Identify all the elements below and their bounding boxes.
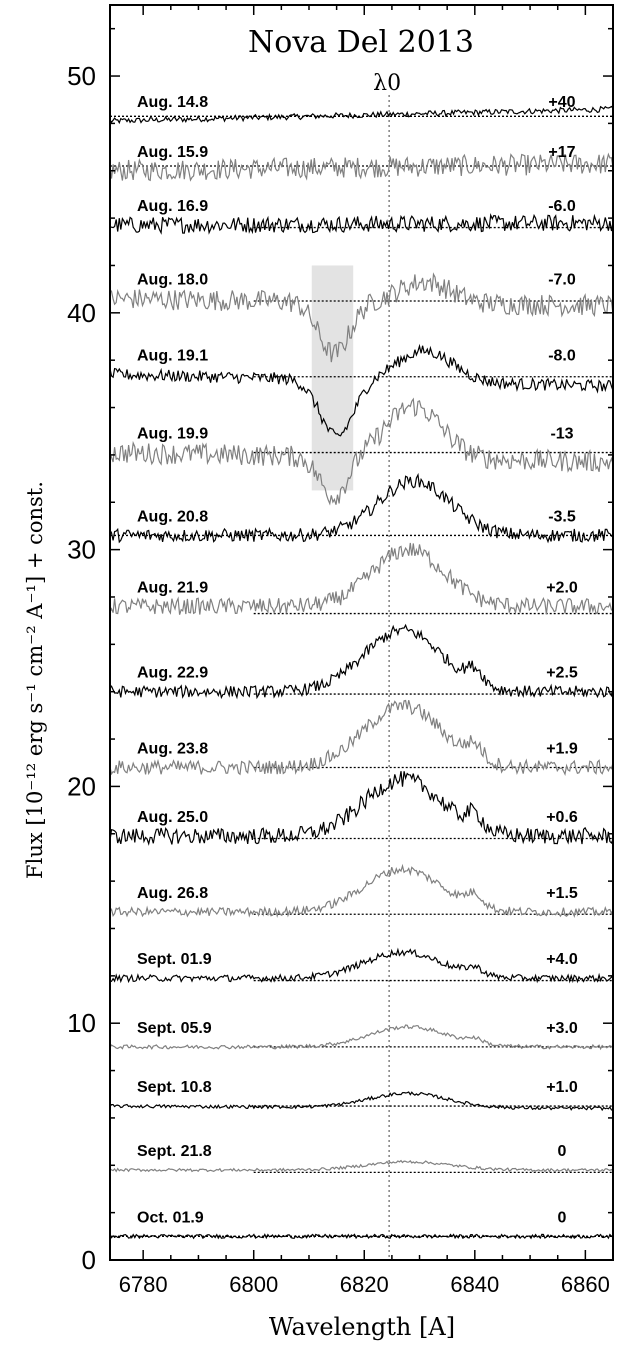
velocity-label: +1.0 xyxy=(546,1079,578,1096)
date-label: Aug. 21.9 xyxy=(137,579,208,596)
velocity-label: +4.0 xyxy=(546,951,578,968)
spectrum-4: Aug. 19.1 -8.0 xyxy=(109,343,614,437)
spectrum-8: Aug. 22.9 +2.5 xyxy=(109,623,614,700)
y-tick-label: 50 xyxy=(67,61,96,91)
y-axis-label: Flux [10⁻¹² erg s⁻¹ cm⁻² A⁻¹] + const. xyxy=(23,481,47,879)
spectrum-line xyxy=(109,212,614,235)
date-label: Aug. 19.1 xyxy=(137,347,208,364)
spectrum-2: Aug. 16.9 -6.0 xyxy=(109,198,614,235)
spectrum-line xyxy=(109,1024,614,1051)
velocity-label: -8.0 xyxy=(548,347,576,364)
y-tick-label: 0 xyxy=(82,1245,96,1275)
spectrum-0: Aug. 14.8 +40 xyxy=(109,94,614,125)
spectrum-line xyxy=(109,105,614,125)
velocity-label: +1.9 xyxy=(546,740,578,757)
y-tick-label: 20 xyxy=(67,771,96,801)
spectrum-3: Aug. 18.0 -7.0 xyxy=(109,272,614,363)
spectrum-line xyxy=(109,542,614,615)
spectrum-5: Aug. 19.9 -13 xyxy=(109,397,614,506)
spectrum-line xyxy=(109,623,614,700)
velocity-label: 0 xyxy=(558,1209,567,1226)
spectrum-14: Sept. 10.8 +1.0 xyxy=(109,1079,614,1112)
spectrum-line xyxy=(109,771,614,846)
spectrum-line xyxy=(109,152,614,182)
date-label: Sept. 10.8 xyxy=(137,1079,212,1096)
spectrum-line xyxy=(109,1233,614,1240)
velocity-label: -7.0 xyxy=(548,272,576,289)
spectrum-9: Aug. 23.8 +1.9 xyxy=(109,699,614,776)
velocity-label: -3.5 xyxy=(548,508,576,525)
axes: 6780 6800 6820 6840 6860 0 10 20 30 40 50 xyxy=(67,5,613,1297)
date-label: Aug. 25.0 xyxy=(137,809,208,826)
spectrum-7: Aug. 21.9 +2.0 xyxy=(109,542,614,615)
spectrum-line xyxy=(109,1091,614,1112)
spectrum-11: Aug. 26.8 +1.5 xyxy=(109,863,614,919)
x-tick-label: 6860 xyxy=(561,1272,610,1297)
velocity-label: -13 xyxy=(550,426,573,443)
velocity-label: +1.5 xyxy=(546,885,578,902)
date-label: Aug. 23.8 xyxy=(137,740,208,757)
velocity-label: +3.0 xyxy=(546,1020,578,1037)
spectrum-line xyxy=(109,397,614,506)
velocity-label: +40 xyxy=(548,94,575,111)
date-label: Aug. 16.9 xyxy=(137,198,208,215)
spectrum-1: Aug. 15.9 +17 xyxy=(109,144,614,182)
y-tick-label: 10 xyxy=(67,1008,96,1038)
y-tick-label: 30 xyxy=(67,535,96,565)
spectrum-line xyxy=(109,947,614,984)
x-tick-label: 6840 xyxy=(450,1272,499,1297)
date-label: Aug. 26.8 xyxy=(137,885,208,902)
date-label: Sept. 05.9 xyxy=(137,1020,212,1037)
spectrum-line xyxy=(109,1159,614,1173)
date-label: Aug. 14.8 xyxy=(137,94,208,111)
date-label: Sept. 01.9 xyxy=(137,951,212,968)
date-label: Aug. 18.0 xyxy=(137,272,208,289)
plot-frame xyxy=(109,4,614,1261)
spectrum-15: Sept. 21.8 0 xyxy=(109,1143,614,1174)
velocity-label: +2.5 xyxy=(546,665,578,682)
spectrum-16: Oct. 01.9 0 xyxy=(109,1209,614,1240)
date-label: Aug. 19.9 xyxy=(137,426,208,443)
velocity-label: +0.6 xyxy=(546,809,578,826)
spectrum-13: Sept. 05.9 +3.0 xyxy=(109,1020,614,1051)
date-label: Aug. 22.9 xyxy=(137,665,208,682)
lambda0-label: λ0 xyxy=(373,71,401,96)
velocity-label: +17 xyxy=(548,144,575,161)
spectrum-6: Aug. 20.8 -3.5 xyxy=(109,472,614,544)
velocity-label: +2.0 xyxy=(546,579,578,596)
chart-title: Nova Del 2013 xyxy=(248,25,474,60)
x-tick-label: 6820 xyxy=(340,1272,389,1297)
date-label: Sept. 21.8 xyxy=(137,1143,212,1160)
spectrum-line xyxy=(109,343,614,437)
spectrum-line xyxy=(109,863,614,919)
spectrum-line xyxy=(109,272,614,363)
spectrum-line xyxy=(109,472,614,544)
spectrum-12: Sept. 01.9 +4.0 xyxy=(109,947,614,984)
absorption-region xyxy=(311,265,354,491)
spectrum-10: Aug. 25.0 +0.6 xyxy=(109,771,614,846)
velocity-label: 0 xyxy=(558,1143,567,1160)
date-label: Aug. 15.9 xyxy=(137,144,208,161)
spectrum-line xyxy=(109,699,614,776)
velocity-label: -6.0 xyxy=(548,198,576,215)
date-label: Aug. 20.8 xyxy=(137,508,208,525)
x-tick-label: 6800 xyxy=(229,1272,278,1297)
x-axis-label: Wavelength [A] xyxy=(269,1313,455,1341)
x-tick-label: 6780 xyxy=(119,1272,168,1297)
y-tick-label: 40 xyxy=(67,298,96,328)
date-label: Oct. 01.9 xyxy=(137,1209,204,1226)
